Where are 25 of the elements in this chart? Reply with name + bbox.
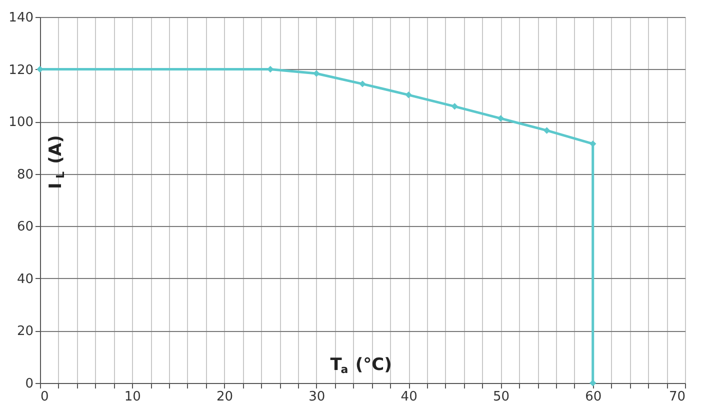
- x-tick-label: 50: [492, 390, 510, 404]
- point: [451, 103, 458, 110]
- point: [359, 80, 366, 88]
- x-tick-label: 30: [308, 390, 326, 404]
- point: [313, 70, 320, 77]
- y-tick-label: 40: [16, 272, 34, 287]
- y-tick-label: 140: [8, 10, 34, 26]
- y-tick-label: 20: [16, 324, 34, 340]
- x-tick-label: 0: [40, 390, 49, 404]
- x-tick-label: 20: [216, 390, 234, 404]
- y-tick-label: 100: [8, 115, 34, 130]
- y-tick-label: 80: [16, 167, 34, 182]
- point: [497, 115, 504, 122]
- x-tick-label: 60: [585, 390, 602, 404]
- x-tick-label: 70: [668, 390, 686, 404]
- y-axis-title: IL (A): [46, 135, 67, 190]
- point: [543, 127, 550, 134]
- x-tick-label: 10: [124, 390, 141, 404]
- point: [267, 66, 274, 73]
- point: [405, 92, 412, 98]
- y-tick-label: 60: [16, 220, 34, 235]
- y-tick-label: 0: [25, 376, 34, 392]
- x-tick-label: 40: [400, 390, 418, 404]
- point: [590, 380, 596, 386]
- y-tick-label: 120: [8, 62, 34, 78]
